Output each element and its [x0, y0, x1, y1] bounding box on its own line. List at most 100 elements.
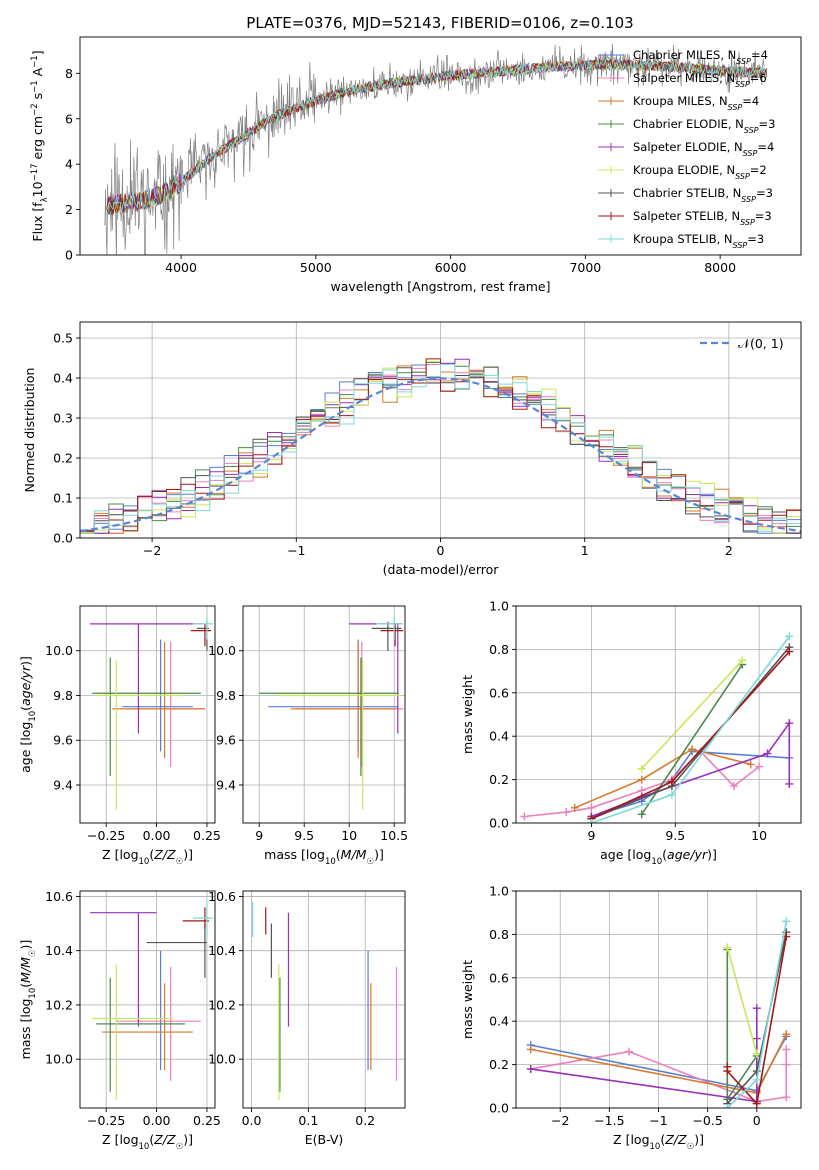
point-marker [723, 1104, 732, 1108]
axes-border [242, 605, 406, 824]
label-part: Z/Z [153, 847, 176, 862]
series-line [641, 659, 743, 770]
y-axis-label: Flux [fλ10−17 erg cm−2 s−1 A−1] [30, 50, 50, 241]
legend-suffix: =4 [757, 140, 774, 154]
errorbar-kroupa_elodie [92, 964, 173, 1100]
errorbar-kroupa_elodie [277, 659, 402, 810]
point-marker [587, 819, 596, 823]
legend-suffix: =3 [756, 186, 773, 200]
label-part: 10 [30, 181, 45, 197]
legend-label-normal: 𝒩(0, 1) [738, 336, 784, 351]
errorbar-chabrier_stelib [371, 621, 402, 651]
y-tick-label: 0.4 [489, 1014, 509, 1029]
label-part: 10 [650, 1142, 661, 1152]
label-part: )] [374, 847, 384, 862]
label-part: )] [707, 847, 717, 862]
axes-border [242, 890, 406, 1109]
axes-frame: 0.0 0.1 0.2 10.0 10.2 10.4 10.6 E(B-V) [208, 889, 406, 1147]
label-part: 10 [28, 711, 38, 722]
data-marks [104, 43, 768, 255]
label-part: Normed distribution [22, 368, 37, 493]
legend-sub: SSP [736, 57, 751, 66]
label-part: −17 [30, 163, 40, 181]
label-part: ( [149, 847, 154, 862]
data-marks [252, 901, 398, 1100]
legend-suffix: =2 [750, 163, 767, 177]
legend-sub: SSP [741, 195, 756, 204]
point-marker [782, 1060, 791, 1069]
errorbar-kroupa_miles [290, 641, 396, 759]
x-tick-label: 0.0 [242, 1113, 262, 1128]
label-part: ☉ [28, 949, 38, 957]
spectrum-model-line-kroupa_stelib [106, 58, 768, 214]
y-tick-label: 1.0 [489, 599, 509, 614]
y-tick-label: 2 [65, 202, 73, 217]
legend-sub: SSP [735, 172, 750, 181]
label-part: age/yr [667, 847, 708, 862]
y-tick-label: 9.8 [53, 688, 73, 703]
series-line [641, 664, 743, 815]
series-salpeter_miles [520, 747, 764, 821]
series-salpeter_stelib [723, 932, 791, 1108]
point-marker [752, 1099, 761, 1108]
y-tick-label: 9.4 [53, 777, 73, 792]
y-tick-label: 9.4 [216, 777, 236, 792]
plot-area [516, 605, 801, 824]
legend-sub: SSP [735, 80, 750, 89]
y-tick-label: 0.6 [489, 970, 509, 985]
legend-label-chabrier_elodie: Chabrier ELODIE, NSSP=3 [633, 117, 775, 135]
series-kroupa_elodie [723, 943, 761, 1058]
x-tick-label: 7000 [569, 260, 601, 275]
label-part: )] [18, 656, 33, 666]
point-marker [738, 656, 747, 665]
legend-text: Kroupa ELODIE, N [633, 163, 735, 177]
errorbar-kroupa_miles [102, 983, 193, 1071]
y-tick-label: 4 [65, 157, 73, 172]
x-tick-label: 10 [751, 828, 767, 843]
errorbar-salpeter_stelib [190, 623, 211, 647]
x-tick-label: 9.5 [294, 828, 314, 843]
series-salpeter_stelib [587, 647, 794, 823]
y-tick-label: 0.4 [53, 371, 73, 386]
legend-suffix: =3 [755, 209, 772, 223]
label-part: ( [662, 847, 667, 862]
y-tick-label: 0.2 [489, 772, 509, 787]
point-marker [729, 782, 738, 791]
point-marker [752, 1075, 761, 1084]
legend-label-salpeter_miles: Salpeter MILES, NSSP=6 [633, 71, 767, 89]
label-part: mass [log [18, 999, 33, 1060]
label-part: ] [30, 50, 45, 55]
point-marker [570, 803, 579, 812]
y-tick-label: 9.6 [53, 733, 73, 748]
point-marker [520, 812, 529, 821]
y-tick-label: 10.0 [45, 1052, 73, 1067]
legend-sub: SSP [740, 218, 755, 227]
label-part: ☉ [176, 857, 184, 867]
point-marker [637, 764, 646, 773]
errorbar-kroupa_stelib [192, 617, 213, 640]
legend-text: Salpeter MILES, N [633, 71, 735, 85]
point-marker [625, 1047, 634, 1056]
y-tick-label: 0.2 [489, 1057, 509, 1072]
x-tick-label: 0.1 [298, 1113, 318, 1128]
plot-area [243, 606, 405, 823]
x-tick-label: 2 [725, 543, 733, 558]
legend-sub: SSP [728, 103, 743, 112]
y-tick-label: 10.0 [208, 1052, 236, 1067]
x-tick-label: 9.5 [665, 828, 685, 843]
y-axis-label: mass weight [460, 675, 475, 754]
legend-label-kroupa_stelib: Kroupa STELIB, NSSP=3 [633, 232, 764, 250]
x-tick-label: 0.2 [355, 1113, 375, 1128]
errorbar-kroupa_elodie [96, 659, 183, 810]
x-axis-label: Z [log10(Z/Z☉)] [613, 1132, 704, 1152]
y-tick-label: 10.2 [208, 997, 236, 1012]
point-marker [562, 808, 571, 817]
x-tick-label: −0.25 [87, 1113, 125, 1128]
label-part: ( [660, 1132, 665, 1147]
label-part: 10 [651, 857, 662, 867]
legend-text: Chabrier STELIB, N [633, 186, 741, 200]
